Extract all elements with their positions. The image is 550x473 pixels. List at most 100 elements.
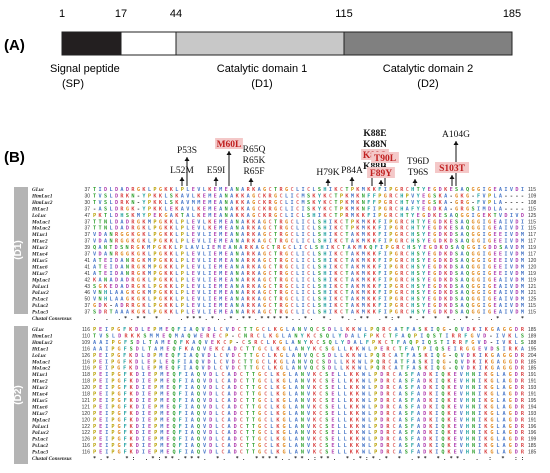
d1-end-8: 117	[528, 239, 536, 245]
d1-end-11: 120	[528, 258, 537, 264]
position-label-17: 17	[115, 8, 127, 20]
d1-end-19: 115	[528, 310, 536, 316]
d2-start-4: 126	[82, 353, 91, 359]
d1-start-15: 43	[84, 284, 90, 290]
mutation-label-P84A: P84A	[341, 166, 363, 176]
d2-name-17: PsLuc1	[32, 437, 49, 443]
d2-name-4: LoLuc	[31, 353, 47, 359]
d2-start-6: 116	[82, 366, 90, 372]
position-label-44: 44	[170, 8, 182, 20]
d2-name-8: MLuc2	[31, 379, 48, 385]
mutation-arrowhead-12	[449, 175, 455, 179]
d2-name-6: MoLuc2	[31, 366, 51, 372]
d2-start-16: 122	[82, 430, 91, 436]
d1-seq-20: . . . *. * * * . . * * *. *.. *. * *. * * * * *.. *. *. …	[93, 316, 524, 322]
mutation-highlight-M60L	[215, 138, 243, 149]
d1-end-15: 121	[528, 284, 537, 290]
d2-name-2: HtmLuc2	[31, 340, 53, 346]
d1-start-1: 30	[84, 193, 90, 199]
d1-name-4: LoLuc	[31, 213, 47, 219]
d2-end-15: 196	[528, 424, 537, 430]
d1-name-6: MoLuc2	[31, 226, 51, 232]
domain-tag-d1-bg	[14, 187, 28, 314]
mutation-label-L52M: L52M	[170, 166, 194, 176]
d2-name-19: PsLuc3	[32, 450, 49, 456]
d1-end-5: 115	[528, 219, 536, 225]
d1-start-9: 39	[84, 245, 90, 251]
mutation-arrowhead-4	[248, 178, 254, 182]
d1-abbr: (D1)	[251, 78, 272, 90]
d1-end-16: 121	[528, 290, 537, 296]
d1-name-14: MpLuc1	[31, 277, 51, 283]
d2-start-7: 118	[82, 372, 90, 378]
d1-end-12: 120	[528, 264, 537, 270]
domain-tag-d2: (D2)	[13, 385, 24, 404]
d2-end-13: 193	[528, 411, 537, 417]
d2-end-0: 185	[528, 327, 537, 333]
d2-end-12: 194	[528, 404, 537, 410]
d2-abbr: (D2)	[417, 78, 438, 90]
d1-end-9: 119	[528, 245, 536, 251]
domain-bar	[61, 31, 513, 56]
d2-name-3: HtLuc1	[31, 346, 49, 352]
d2-start-9: 120	[82, 385, 91, 391]
d2-name-20: Clustal Consensus	[32, 456, 72, 462]
d1-end-1: 109	[528, 193, 537, 199]
d1-end-17: 125	[528, 297, 537, 303]
d2-end-6: 185	[528, 366, 537, 372]
d2-end-11: 195	[528, 398, 537, 404]
mutation-label-M60L: M60L	[217, 140, 242, 150]
mutation-arrowhead-3	[226, 151, 232, 155]
d2-start-17: 126	[82, 437, 91, 443]
d1-start-8: 37	[84, 239, 90, 245]
mutation-arrowhead-9	[378, 180, 384, 184]
d2-start-2: 109	[82, 340, 91, 346]
d1-name: Catalytic domain 1	[217, 63, 308, 75]
d1-start-10: 37	[84, 252, 90, 258]
d2-start-18: 116	[82, 443, 90, 449]
d1-end-7: 117	[528, 232, 536, 238]
d2-end-18: 185	[528, 443, 537, 449]
mutation-label-A104G: A104G	[442, 130, 470, 140]
d2-end-5: 185	[528, 359, 537, 365]
d1-name-10: MLuc4	[31, 252, 48, 258]
d1-name-8: MLuc2	[31, 239, 48, 245]
d1-end-10: 117	[528, 252, 536, 258]
domain-segment-2	[175, 31, 345, 56]
domain-segment-0	[61, 31, 122, 56]
d1-name-17: PsLuc1	[32, 297, 49, 303]
d2-name-12: MLuc6	[31, 404, 48, 410]
d2-end-8: 191	[528, 379, 537, 385]
d2-name-11: MLuc5	[31, 398, 48, 404]
d1-name-11: MLuc5	[31, 258, 48, 264]
d1-name-15: PaLuc1	[32, 284, 49, 290]
mutation-highlight-F89Y	[367, 167, 395, 178]
d1-start-0: 37	[84, 187, 90, 193]
d2-start-19: 116	[82, 450, 90, 456]
d2-name-1: HtmLuc1	[31, 333, 53, 339]
mutation-arrowhead-0	[179, 177, 185, 181]
mutation-label-K88E: K88E	[363, 129, 386, 139]
mutation-label-T96S: T96S	[408, 168, 429, 178]
d2-end-10: 191	[528, 392, 537, 398]
